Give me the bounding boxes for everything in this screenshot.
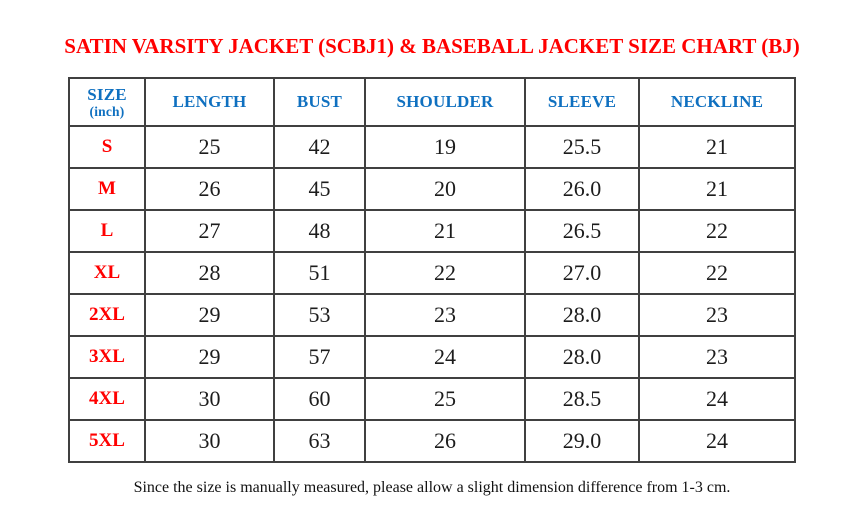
- table-row: 5XL 30 63 26 29.0 24: [68, 419, 796, 463]
- bust-value: 48: [273, 209, 366, 253]
- shoulder-value: 24: [364, 335, 526, 379]
- column-header-bust: BUST: [273, 77, 366, 127]
- length-value: 27: [144, 209, 275, 253]
- neckline-value: 24: [638, 419, 796, 463]
- length-value: 25: [144, 125, 275, 169]
- table-row: M 26 45 20 26.0 21: [68, 167, 796, 211]
- length-value: 29: [144, 335, 275, 379]
- size-label: 2XL: [68, 293, 146, 337]
- bust-value: 51: [273, 251, 366, 295]
- table-row: XL 28 51 22 27.0 22: [68, 251, 796, 295]
- table-row: S 25 42 19 25.5 21: [68, 125, 796, 169]
- shoulder-value: 23: [364, 293, 526, 337]
- sleeve-value: 25.5: [524, 125, 640, 169]
- size-chart-table: SIZE (inch) LENGTH BUST SHOULDER SLEEVE …: [68, 77, 796, 463]
- neckline-value: 23: [638, 335, 796, 379]
- length-value: 30: [144, 377, 275, 421]
- neckline-value: 22: [638, 209, 796, 253]
- table-row: 3XL 29 57 24 28.0 23: [68, 335, 796, 379]
- column-header-sleeve: SLEEVE: [524, 77, 640, 127]
- sleeve-value: 28.0: [524, 335, 640, 379]
- length-value: 28: [144, 251, 275, 295]
- size-label: L: [68, 209, 146, 253]
- bust-value: 60: [273, 377, 366, 421]
- size-label: 5XL: [68, 419, 146, 463]
- neckline-value: 23: [638, 293, 796, 337]
- column-header-neckline: NECKLINE: [638, 77, 796, 127]
- bust-value: 53: [273, 293, 366, 337]
- size-label: XL: [68, 251, 146, 295]
- size-label: 3XL: [68, 335, 146, 379]
- sleeve-value: 28.0: [524, 293, 640, 337]
- sleeve-value: 26.5: [524, 209, 640, 253]
- bust-value: 42: [273, 125, 366, 169]
- size-header-unit: (inch): [89, 104, 125, 119]
- length-value: 26: [144, 167, 275, 211]
- column-header-size: SIZE (inch): [68, 77, 146, 127]
- sleeve-value: 28.5: [524, 377, 640, 421]
- shoulder-value: 19: [364, 125, 526, 169]
- neckline-value: 21: [638, 125, 796, 169]
- page-title: SATIN VARSITY JACKET (SCBJ1) & BASEBALL …: [64, 34, 800, 58]
- shoulder-value: 21: [364, 209, 526, 253]
- size-label: S: [68, 125, 146, 169]
- length-value: 30: [144, 419, 275, 463]
- shoulder-value: 25: [364, 377, 526, 421]
- bust-value: 45: [273, 167, 366, 211]
- size-label: 4XL: [68, 377, 146, 421]
- bust-value: 57: [273, 335, 366, 379]
- bust-value: 63: [273, 419, 366, 463]
- size-label: M: [68, 167, 146, 211]
- length-value: 29: [144, 293, 275, 337]
- sleeve-value: 26.0: [524, 167, 640, 211]
- sleeve-value: 27.0: [524, 251, 640, 295]
- neckline-value: 24: [638, 377, 796, 421]
- neckline-value: 22: [638, 251, 796, 295]
- shoulder-value: 20: [364, 167, 526, 211]
- size-header-label: SIZE: [87, 85, 127, 104]
- header-row: SIZE (inch) LENGTH BUST SHOULDER SLEEVE …: [68, 77, 796, 127]
- column-header-shoulder: SHOULDER: [364, 77, 526, 127]
- table-row: 4XL 30 60 25 28.5 24: [68, 377, 796, 421]
- neckline-value: 21: [638, 167, 796, 211]
- shoulder-value: 22: [364, 251, 526, 295]
- shoulder-value: 26: [364, 419, 526, 463]
- sleeve-value: 29.0: [524, 419, 640, 463]
- measurement-disclaimer: Since the size is manually measured, ple…: [133, 479, 731, 496]
- table-row: 2XL 29 53 23 28.0 23: [68, 293, 796, 337]
- table-row: L 27 48 21 26.5 22: [68, 209, 796, 253]
- column-header-length: LENGTH: [144, 77, 275, 127]
